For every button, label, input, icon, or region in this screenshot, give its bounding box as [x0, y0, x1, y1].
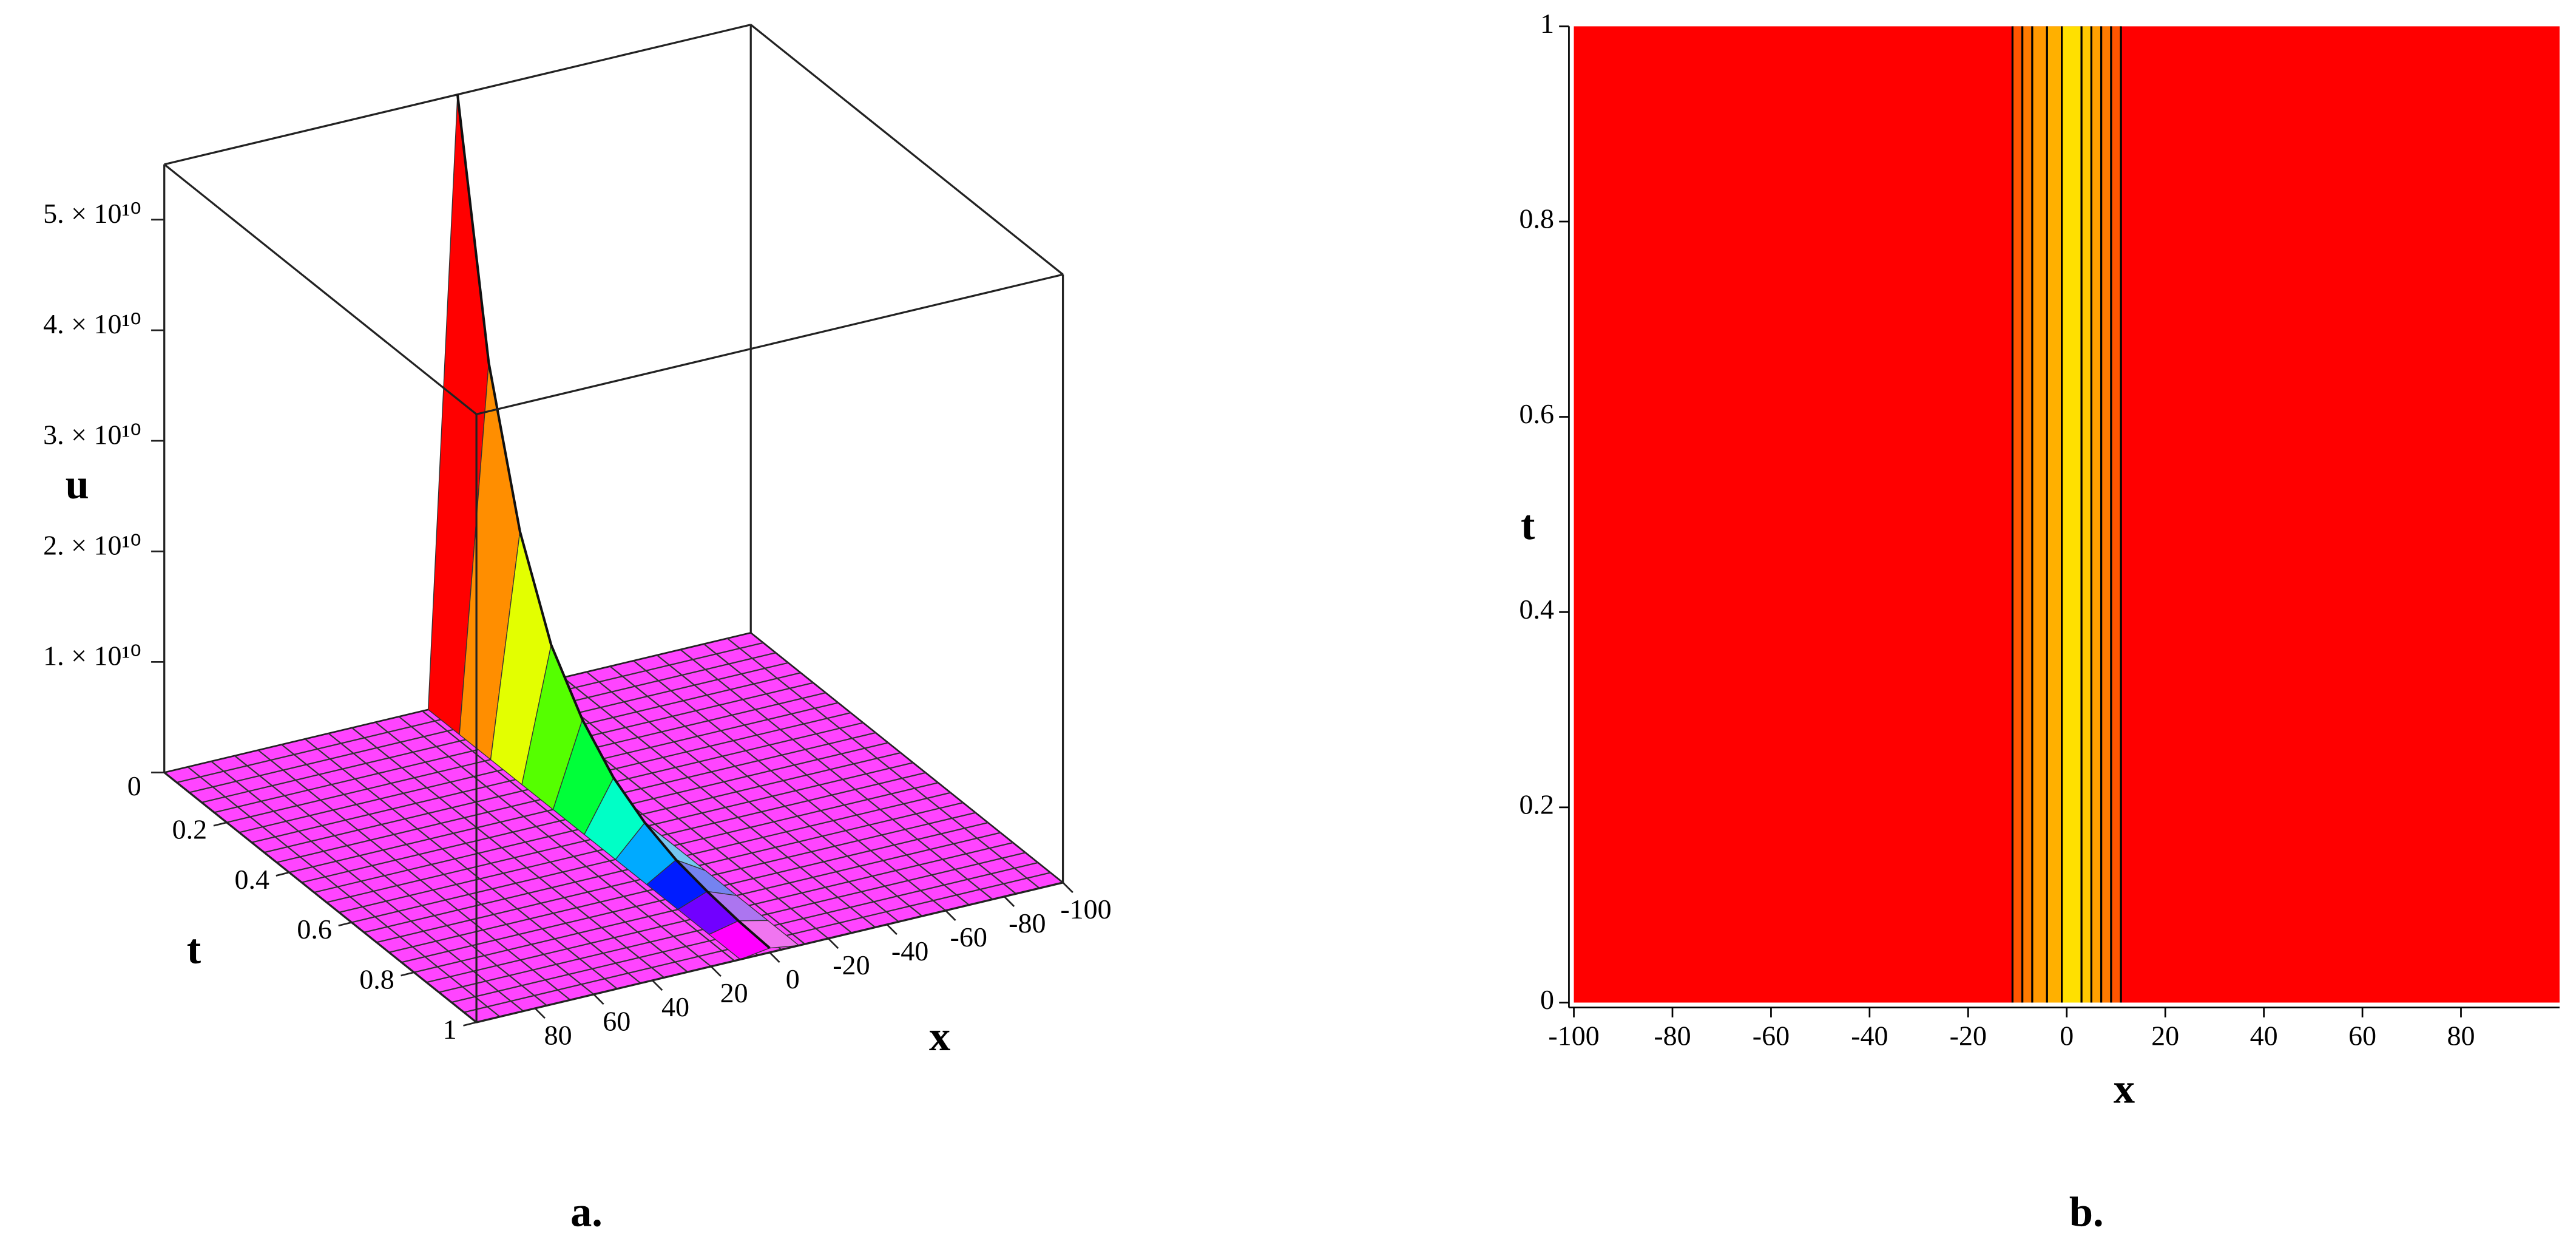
box-edge: [163, 772, 478, 1024]
x-axis-label: x: [2114, 1065, 2135, 1113]
mesh-line: [374, 721, 688, 973]
box-edge: [476, 273, 1063, 415]
mesh-line: [609, 665, 923, 917]
contour-band: [2022, 26, 2032, 1003]
t-tick-label: 1: [443, 1014, 457, 1045]
mesh-line: [680, 649, 993, 900]
contour-band: [2012, 26, 2023, 1003]
mesh-line: [328, 733, 641, 984]
y-tick-label: 1: [1540, 8, 1554, 39]
x-tick: [945, 909, 956, 922]
x-tick: [534, 1008, 546, 1019]
x-tick: [769, 951, 780, 963]
x-tick-label: 20: [2151, 1020, 2179, 1051]
x-tick-label: -60: [1753, 1020, 1790, 1051]
z-tick-label: 1. × 10¹⁰: [43, 640, 141, 671]
y-tick-label: 0: [1540, 984, 1554, 1015]
x-tick-label: 40: [2250, 1020, 2278, 1051]
x-tick-label: 0: [786, 963, 800, 994]
mesh-line: [281, 744, 595, 995]
mesh-line: [257, 749, 571, 1001]
ridge-line: [456, 94, 771, 949]
x-tick-label: -80: [1654, 1020, 1691, 1051]
caption: a.: [570, 1189, 603, 1236]
t-tick: [401, 971, 414, 977]
z-axis-label: u: [66, 460, 89, 508]
t-tick-label: 0.4: [234, 864, 269, 895]
z-tick-label: 2. × 10¹⁰: [43, 529, 141, 560]
mesh-line: [703, 643, 1016, 895]
t-axis-label: t: [187, 925, 201, 973]
x-tick: [710, 965, 722, 977]
t-tick-label: 0.6: [297, 914, 332, 945]
y-tick-label: 0.4: [1520, 594, 1555, 625]
mesh-line: [234, 755, 547, 1007]
t-tick-label: 0.8: [359, 963, 394, 994]
x-tick-label: 40: [661, 991, 689, 1022]
mesh-line: [656, 654, 970, 906]
z-tick-label: 5. × 10¹⁰: [43, 198, 141, 229]
x-tick-label: -40: [1851, 1020, 1888, 1051]
x-tick: [593, 994, 604, 1005]
x-tick-label: 80: [2447, 1020, 2475, 1051]
mesh-line: [633, 660, 946, 911]
x-tick: [1062, 881, 1073, 894]
y-axis-label: t: [1521, 501, 1535, 549]
z-tick-label: 3. × 10¹⁰: [43, 419, 141, 450]
x-tick-label: 60: [2348, 1020, 2376, 1051]
box-edge: [163, 163, 478, 415]
x-tick-label: 20: [720, 977, 748, 1008]
y-tick-label: 0.2: [1520, 789, 1555, 820]
x-tick: [1003, 895, 1015, 908]
box-edge: [750, 24, 1064, 276]
x-tick-label: 80: [544, 1019, 572, 1050]
mesh-line: [305, 738, 618, 990]
contour-band: [2111, 26, 2121, 1003]
mesh-line: [586, 671, 899, 923]
z-tick-label: 4. × 10¹⁰: [43, 308, 141, 339]
x-tick: [886, 923, 898, 935]
t-tick-label: 0.2: [172, 814, 208, 845]
x-tick-label: 0: [2060, 1020, 2074, 1051]
caption: b.: [2069, 1189, 2104, 1236]
contour-band: [2061, 26, 2082, 1003]
t-tick: [463, 1021, 477, 1027]
mesh-line: [422, 710, 735, 962]
t-tick: [276, 871, 289, 877]
x-tick-label: -60: [950, 922, 987, 952]
t-tick: [213, 821, 227, 827]
mesh-line: [539, 682, 853, 934]
mesh-line: [726, 637, 1040, 889]
x-tick: [652, 979, 663, 991]
contour-band: [2091, 26, 2101, 1003]
y-tick-label: 0.6: [1520, 398, 1555, 429]
x-tick: [828, 937, 839, 949]
x-tick-label: -20: [833, 949, 870, 980]
mesh-line: [398, 716, 712, 967]
y-tick-label: 0.8: [1520, 203, 1555, 234]
contour-band: [2101, 26, 2111, 1003]
x-axis-label: x: [929, 1013, 950, 1060]
t-tick: [338, 922, 352, 927]
x-tick-label: -100: [1060, 894, 1111, 925]
contour-band: [2032, 26, 2047, 1003]
contour-band: [2081, 26, 2092, 1003]
x-tick-label: -80: [1009, 908, 1046, 939]
x-tick-label: -20: [1950, 1020, 1987, 1051]
z-tick-label: 0: [127, 770, 141, 801]
x-tick-label: -100: [1548, 1020, 1599, 1051]
mesh-line: [351, 727, 665, 979]
mesh-line: [187, 766, 501, 1017]
contour-band: [2047, 26, 2062, 1003]
mesh-line: [211, 761, 524, 1012]
mesh-line: [563, 677, 876, 928]
x-tick-label: 60: [603, 1005, 630, 1036]
x-tick-label: -40: [891, 935, 928, 966]
